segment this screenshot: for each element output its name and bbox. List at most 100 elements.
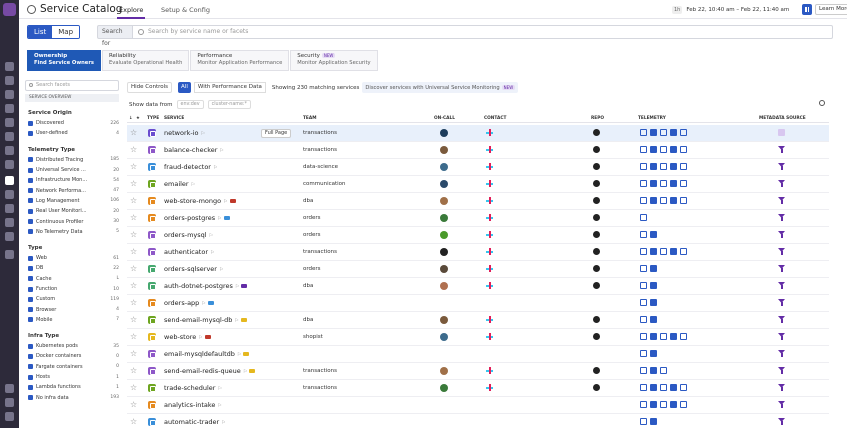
facet-item[interactable]: Function 10: [25, 284, 119, 294]
github-icon[interactable]: [593, 333, 600, 340]
ux-monitoring-nav-icon[interactable]: [5, 232, 14, 241]
slack-icon[interactable]: [486, 333, 493, 340]
table-row[interactable]: ☆ authenticator ⚐ transactions: [127, 244, 829, 261]
facet-item[interactable]: Fargate containers 0: [25, 362, 119, 372]
facet-item[interactable]: Lambda functions 1: [25, 382, 119, 392]
slack-icon[interactable]: [486, 197, 493, 204]
team-cell[interactable]: transactions: [303, 130, 337, 136]
github-icon[interactable]: [593, 129, 600, 136]
team-cell[interactable]: transactions: [303, 147, 337, 153]
github-icon[interactable]: [593, 214, 600, 221]
avatar[interactable]: [440, 231, 448, 239]
service-name[interactable]: automatic-trader ⚐: [164, 418, 226, 426]
star-icon[interactable]: ☆: [130, 315, 138, 324]
tab-explore[interactable]: Explore: [116, 6, 146, 19]
checkbox-icon[interactable]: [28, 157, 33, 163]
facet-item[interactable]: No infra data 193: [25, 393, 119, 403]
checkbox-icon[interactable]: [28, 353, 33, 359]
checkbox-icon[interactable]: [28, 198, 33, 204]
telemetry-icon[interactable]: [660, 197, 667, 204]
avatar[interactable]: [440, 384, 448, 392]
github-icon[interactable]: [593, 146, 600, 153]
support-nav-icon[interactable]: [5, 398, 14, 407]
table-row[interactable]: ☆ send-email-mysql-db ⚐ dba: [127, 312, 829, 329]
telemetry-icon[interactable]: [640, 401, 647, 408]
avatar[interactable]: [440, 197, 448, 205]
checkbox-icon[interactable]: [28, 276, 33, 282]
telemetry-icon[interactable]: [680, 129, 687, 136]
facet-item[interactable]: No Telemetry Data 5: [25, 227, 119, 237]
star-icon[interactable]: ☆: [130, 196, 138, 205]
github-icon[interactable]: [593, 163, 600, 170]
avatar[interactable]: [440, 282, 448, 290]
checkbox-icon[interactable]: [28, 384, 33, 390]
service-name[interactable]: orders-app ⚐: [164, 299, 214, 307]
service-name[interactable]: trade-scheduler ⚐: [164, 384, 222, 392]
github-icon[interactable]: [593, 265, 600, 272]
star-icon[interactable]: ☆: [130, 162, 138, 171]
telemetry-icon[interactable]: [660, 129, 667, 136]
checkbox-icon[interactable]: [28, 120, 33, 126]
telemetry-icon[interactable]: [670, 248, 677, 255]
service-name[interactable]: orders-postgres ⚐: [164, 214, 230, 222]
service-name[interactable]: email-mysqldefaultdb ⚐: [164, 350, 250, 358]
table-row[interactable]: ☆ balance-checker ⚐ transactions: [127, 142, 829, 159]
col-service[interactable]: SERVICE: [164, 116, 185, 121]
checkbox-icon[interactable]: [28, 188, 33, 194]
telemetry-icon[interactable]: [650, 384, 657, 391]
telemetry-icon[interactable]: [660, 146, 667, 153]
telemetry-icon[interactable]: [680, 197, 687, 204]
facet-item[interactable]: Custom 119: [25, 294, 119, 304]
slack-icon[interactable]: [486, 367, 493, 374]
github-icon[interactable]: [593, 282, 600, 289]
service-name[interactable]: network-io ⚐: [164, 129, 206, 137]
service-name[interactable]: orders-sqlserver ⚐: [164, 265, 224, 273]
checkbox-icon[interactable]: [28, 374, 33, 380]
slack-icon[interactable]: [486, 384, 493, 391]
avatar[interactable]: [440, 265, 448, 273]
github-icon[interactable]: [593, 248, 600, 255]
facet-item[interactable]: Discovered 226: [25, 118, 119, 128]
table-row[interactable]: ☆ web-store-mongo ⚐ dba: [127, 193, 829, 210]
full-page-button[interactable]: Full Page: [261, 129, 292, 138]
checkbox-icon[interactable]: [28, 364, 33, 370]
hide-controls-button[interactable]: Hide Controls: [127, 82, 173, 93]
table-row[interactable]: ☆ orders-mysql ⚐ orders: [127, 227, 829, 244]
table-row[interactable]: ☆ trade-scheduler ⚐ transactions: [127, 380, 829, 397]
telemetry-icon[interactable]: [650, 231, 657, 238]
service-name[interactable]: send-email-redis-queue ⚐: [164, 367, 256, 375]
avatar[interactable]: [440, 316, 448, 324]
env-select[interactable]: env:dev: [176, 100, 204, 109]
learn-more-button[interactable]: Learn More: [815, 4, 847, 15]
slack-icon[interactable]: [486, 180, 493, 187]
table-row[interactable]: ☆ analytics-intake ⚐: [127, 397, 829, 414]
checkbox-icon[interactable]: [28, 265, 33, 271]
checkbox-icon[interactable]: [28, 255, 33, 261]
slack-icon[interactable]: [486, 146, 493, 153]
avatar[interactable]: [440, 248, 448, 256]
telemetry-icon[interactable]: [670, 333, 677, 340]
facet-group-title[interactable]: Service Origin: [28, 110, 72, 116]
team-cell[interactable]: transactions: [303, 385, 337, 391]
team-cell[interactable]: dba: [303, 317, 314, 323]
avatar[interactable]: [440, 214, 448, 222]
checkbox-icon[interactable]: [28, 219, 33, 225]
table-row[interactable]: ☆ web-store ⚐ shopist: [127, 329, 829, 346]
checkbox-icon[interactable]: [28, 317, 33, 323]
table-row[interactable]: ☆ email-mysqldefaultdb ⚐: [127, 346, 829, 363]
slack-icon[interactable]: [486, 214, 493, 221]
col-oncall[interactable]: ON-CALL: [434, 116, 455, 121]
telemetry-icon[interactable]: [640, 214, 647, 221]
telemetry-icon[interactable]: [660, 401, 667, 408]
col-repo[interactable]: REPO: [591, 116, 605, 121]
team-cell[interactable]: orders: [303, 215, 321, 221]
table-row[interactable]: ☆ automatic-trader ⚐: [127, 414, 829, 428]
facet-item[interactable]: Browser 4: [25, 304, 119, 314]
telemetry-icon[interactable]: [670, 384, 677, 391]
telemetry-icon[interactable]: [670, 197, 677, 204]
team-cell[interactable]: orders: [303, 266, 321, 272]
user-nav-icon[interactable]: [5, 412, 14, 421]
checkbox-icon[interactable]: [28, 229, 33, 235]
telemetry-icon[interactable]: [650, 248, 657, 255]
checkbox-icon[interactable]: [28, 307, 33, 313]
